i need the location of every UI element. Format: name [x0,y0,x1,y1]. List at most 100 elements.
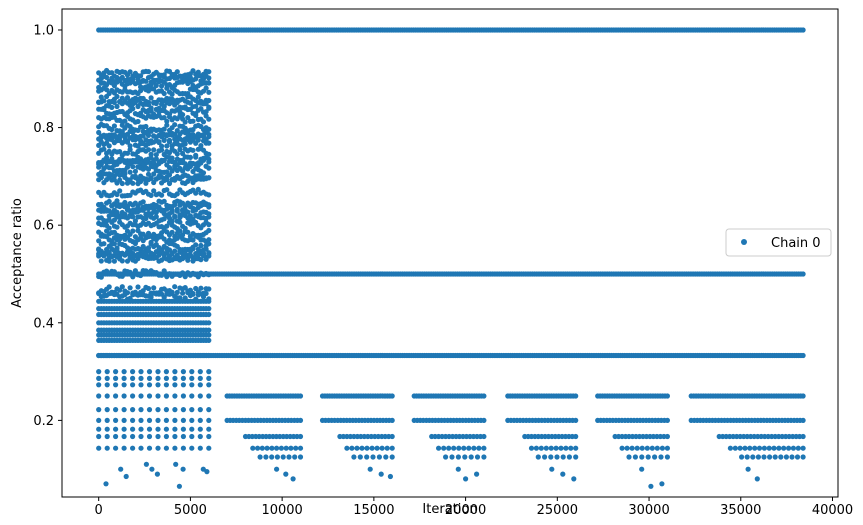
data-point [163,433,169,440]
data-point [145,69,152,75]
data-point [560,454,566,460]
data-point [138,433,144,440]
data-point [146,433,153,440]
data-point [180,417,186,423]
data-point [554,454,560,460]
legend-marker [741,239,747,245]
data-point [169,209,175,215]
data-point [269,445,275,451]
data-point [206,369,212,375]
data-point [481,454,487,460]
data-point [111,258,117,264]
data-point [166,172,173,178]
data-point [104,433,110,440]
data-point [169,91,175,97]
data-point [206,320,212,326]
data-point [106,284,112,290]
data-point [117,188,123,194]
data-point [800,454,806,460]
data-point [297,454,304,460]
data-point [132,240,138,247]
data-point [573,393,579,399]
data-point [145,171,152,177]
data-point [130,164,136,170]
data-point [109,254,115,260]
data-point [351,454,357,460]
data-point [122,252,128,258]
data-point [463,476,469,482]
data-point [146,407,153,413]
data-point [187,154,193,160]
data-point [122,292,128,298]
data-point [130,445,136,451]
data-point [359,445,365,451]
data-point [800,417,806,423]
data-point [151,147,157,153]
data-point [182,246,188,252]
data-point [283,445,289,451]
data-point [206,286,212,292]
data-point [778,454,784,460]
x-tick-label: 10000 [261,503,302,518]
data-point [370,454,376,460]
x-tick-label: 5000 [174,503,207,518]
data-point [96,382,102,388]
data-point [96,375,102,381]
data-point [138,445,144,451]
data-point [164,85,170,91]
data-point [190,246,196,252]
data-point [455,466,461,472]
legend-label-chain-0: Chain 0 [771,236,821,251]
data-point [96,393,102,399]
data-point [180,466,186,472]
data-point [119,284,125,290]
data-point [135,118,141,125]
data-point [143,123,149,130]
data-point [297,445,304,451]
data-point [124,164,131,170]
data-point [180,382,186,388]
data-point [789,454,795,460]
data-point [387,473,393,480]
y-axis-ticks: 0.2 0.4 0.6 0.8 1.0 [33,23,62,429]
data-point [189,369,195,375]
data-point [140,207,146,213]
data-point [786,445,792,451]
data-point [130,180,136,186]
data-point [206,298,212,304]
data-point [197,417,203,423]
data-point [187,163,193,170]
data-point [190,147,196,153]
data-point [132,168,138,174]
data-point [560,471,566,477]
data-point [132,175,138,181]
data-point [542,454,548,460]
data-point [451,445,457,451]
data-point [200,170,207,176]
data-point [161,157,167,163]
data-point [206,382,212,388]
data-point [197,375,203,381]
data-point [153,152,159,158]
data-point [163,445,169,451]
data-point [96,202,102,208]
data-point [163,393,169,399]
data-point [146,375,153,381]
data-point [153,100,159,107]
data-point [96,426,102,432]
x-tick-label: 0 [95,503,103,518]
data-point [747,445,753,451]
data-point [206,445,212,451]
data-point [800,393,806,399]
data-point [104,208,110,214]
data-point [389,417,395,423]
x-tick-label: 25000 [537,503,578,518]
data-point [101,107,107,113]
data-point [180,290,186,296]
data-point [195,186,201,192]
data-point [626,454,632,460]
data-point [182,119,188,125]
data-point [364,454,370,460]
data-point [664,433,671,440]
data-point [130,426,136,432]
